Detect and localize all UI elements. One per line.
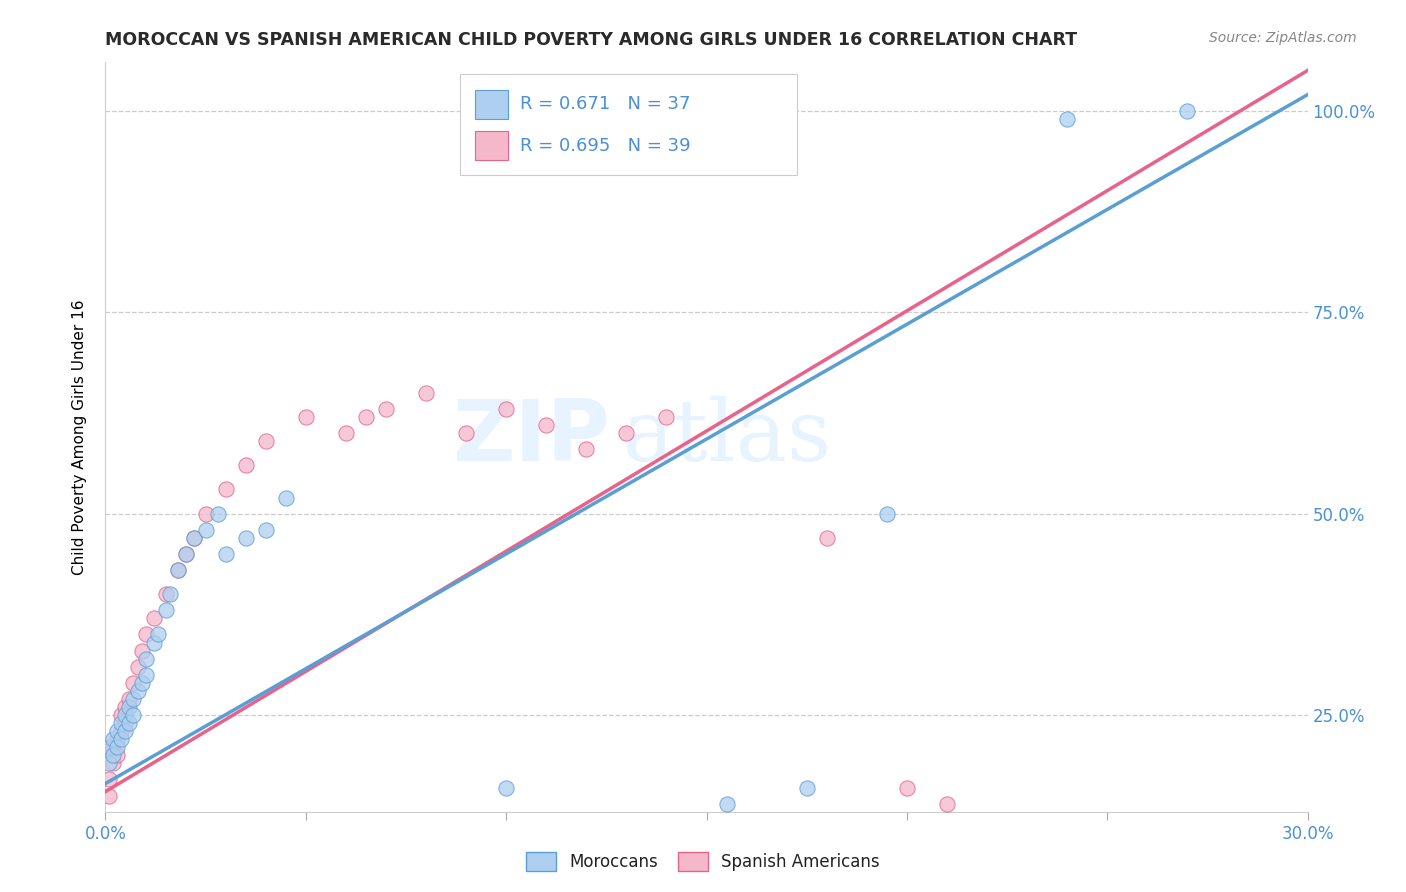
Point (98, 789, 121, 803)
Point (254, 523, 277, 537)
Point (274, 491, 297, 505)
Y-axis label: Child Poverty Among Girls Under 16: Child Poverty Among Girls Under 16 (72, 300, 87, 574)
Point (135, 651, 157, 665)
Point (118, 716, 141, 731)
Point (183, 531, 205, 545)
Text: Source: ZipAtlas.com: Source: ZipAtlas.com (1209, 31, 1357, 45)
Point (374, 401, 398, 416)
Point (110, 716, 132, 731)
Point (1056, 112, 1078, 126)
Point (254, 434, 277, 449)
Point (103, 748, 125, 763)
Point (135, 667, 157, 681)
Text: MOROCCAN VS SPANISH AMERICAN CHILD POVERTY AMONG GIRLS UNDER 16 CORRELATION CHAR: MOROCCAN VS SPANISH AMERICAN CHILD POVER… (105, 31, 1077, 49)
Point (194, 523, 217, 537)
Point (146, 627, 169, 641)
Point (235, 458, 257, 473)
FancyBboxPatch shape (474, 90, 508, 119)
Text: atlas: atlas (623, 395, 831, 479)
Point (98, 740, 121, 755)
Point (103, 732, 125, 747)
Point (114, 724, 136, 739)
Point (107, 724, 129, 739)
Point (131, 675, 153, 690)
Point (118, 700, 141, 714)
Text: R = 0.671   N = 37: R = 0.671 N = 37 (520, 95, 690, 113)
Point (155, 587, 177, 601)
Point (183, 531, 205, 545)
Point (207, 507, 229, 521)
Point (214, 483, 236, 497)
Point (896, 780, 918, 795)
Point (235, 531, 257, 545)
Point (936, 797, 959, 811)
Point (127, 659, 149, 673)
Point (194, 507, 217, 521)
Legend: Moroccans, Spanish Americans: Moroccans, Spanish Americans (517, 843, 889, 880)
Point (495, 401, 517, 416)
Point (98, 772, 121, 787)
Point (135, 627, 157, 641)
Point (575, 442, 598, 457)
Point (114, 700, 136, 714)
Point (107, 732, 129, 747)
Point (415, 385, 437, 400)
Point (114, 708, 136, 723)
Point (214, 547, 236, 561)
Point (335, 425, 357, 440)
FancyBboxPatch shape (460, 74, 797, 175)
Point (110, 708, 132, 723)
Point (295, 409, 318, 424)
Point (166, 563, 188, 577)
Point (127, 684, 149, 698)
Point (166, 563, 188, 577)
Point (716, 797, 738, 811)
Point (110, 732, 132, 747)
Point (107, 740, 129, 755)
Point (616, 425, 638, 440)
FancyBboxPatch shape (474, 131, 508, 160)
Point (1177, 103, 1199, 118)
Text: R = 0.695   N = 39: R = 0.695 N = 39 (520, 136, 690, 154)
Point (796, 780, 818, 795)
Point (495, 780, 517, 795)
Point (174, 547, 197, 561)
Point (815, 531, 838, 545)
Point (354, 409, 377, 424)
Point (155, 603, 177, 617)
Point (142, 635, 165, 649)
Point (103, 740, 125, 755)
Point (159, 587, 181, 601)
Point (114, 716, 136, 731)
Point (122, 692, 145, 706)
Point (122, 675, 145, 690)
Point (454, 425, 477, 440)
Point (118, 692, 141, 706)
Point (98, 756, 121, 771)
Point (103, 756, 125, 771)
Point (110, 724, 132, 739)
Point (122, 708, 145, 723)
Point (876, 507, 898, 521)
Point (534, 417, 557, 432)
Text: ZIP: ZIP (453, 395, 610, 479)
Point (1056, 869, 1078, 883)
Point (655, 409, 678, 424)
Point (174, 547, 197, 561)
Point (142, 611, 165, 625)
Point (107, 748, 129, 763)
Point (131, 643, 153, 657)
